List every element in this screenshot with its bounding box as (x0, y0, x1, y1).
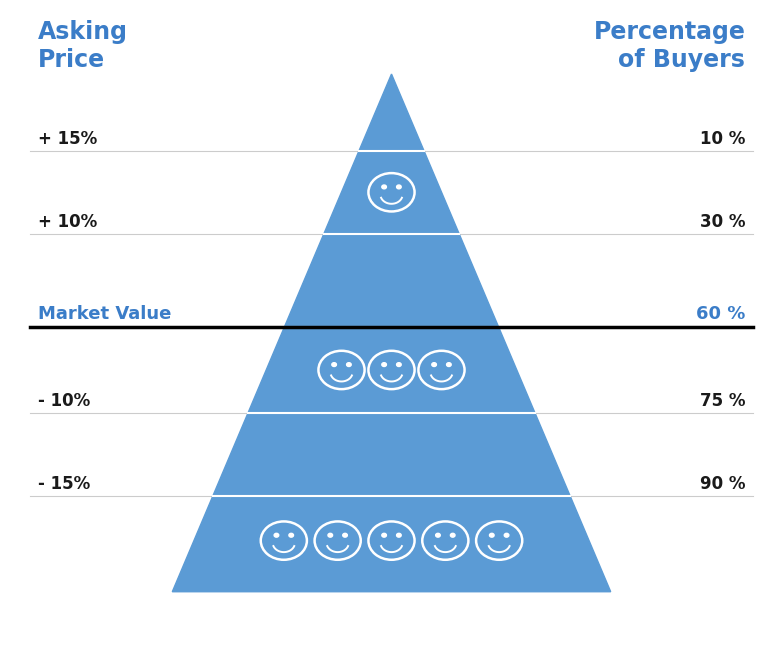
Text: 30 %: 30 % (700, 213, 745, 231)
Text: 10 %: 10 % (700, 129, 745, 148)
Circle shape (396, 185, 401, 189)
Circle shape (504, 534, 509, 537)
Circle shape (489, 534, 494, 537)
Circle shape (450, 534, 455, 537)
Circle shape (382, 534, 387, 537)
Text: 60 %: 60 % (696, 306, 745, 323)
Circle shape (382, 185, 387, 189)
Circle shape (332, 362, 337, 366)
Circle shape (347, 362, 352, 366)
Text: Asking
Price: Asking Price (38, 20, 128, 72)
Text: Percentage
of Buyers: Percentage of Buyers (594, 20, 745, 72)
Text: 75 %: 75 % (700, 392, 745, 409)
Circle shape (289, 534, 294, 537)
Text: 90 %: 90 % (700, 475, 745, 492)
Circle shape (382, 362, 387, 366)
Text: + 15%: + 15% (38, 129, 97, 148)
Text: - 10%: - 10% (38, 392, 90, 409)
Polygon shape (172, 74, 611, 592)
Circle shape (274, 534, 279, 537)
Circle shape (431, 362, 436, 366)
Circle shape (396, 362, 401, 366)
Circle shape (328, 534, 333, 537)
Text: Market Value: Market Value (38, 306, 171, 323)
Circle shape (446, 362, 451, 366)
Text: - 15%: - 15% (38, 475, 90, 492)
Circle shape (343, 534, 348, 537)
Circle shape (396, 534, 401, 537)
Text: + 10%: + 10% (38, 213, 97, 231)
Circle shape (435, 534, 440, 537)
